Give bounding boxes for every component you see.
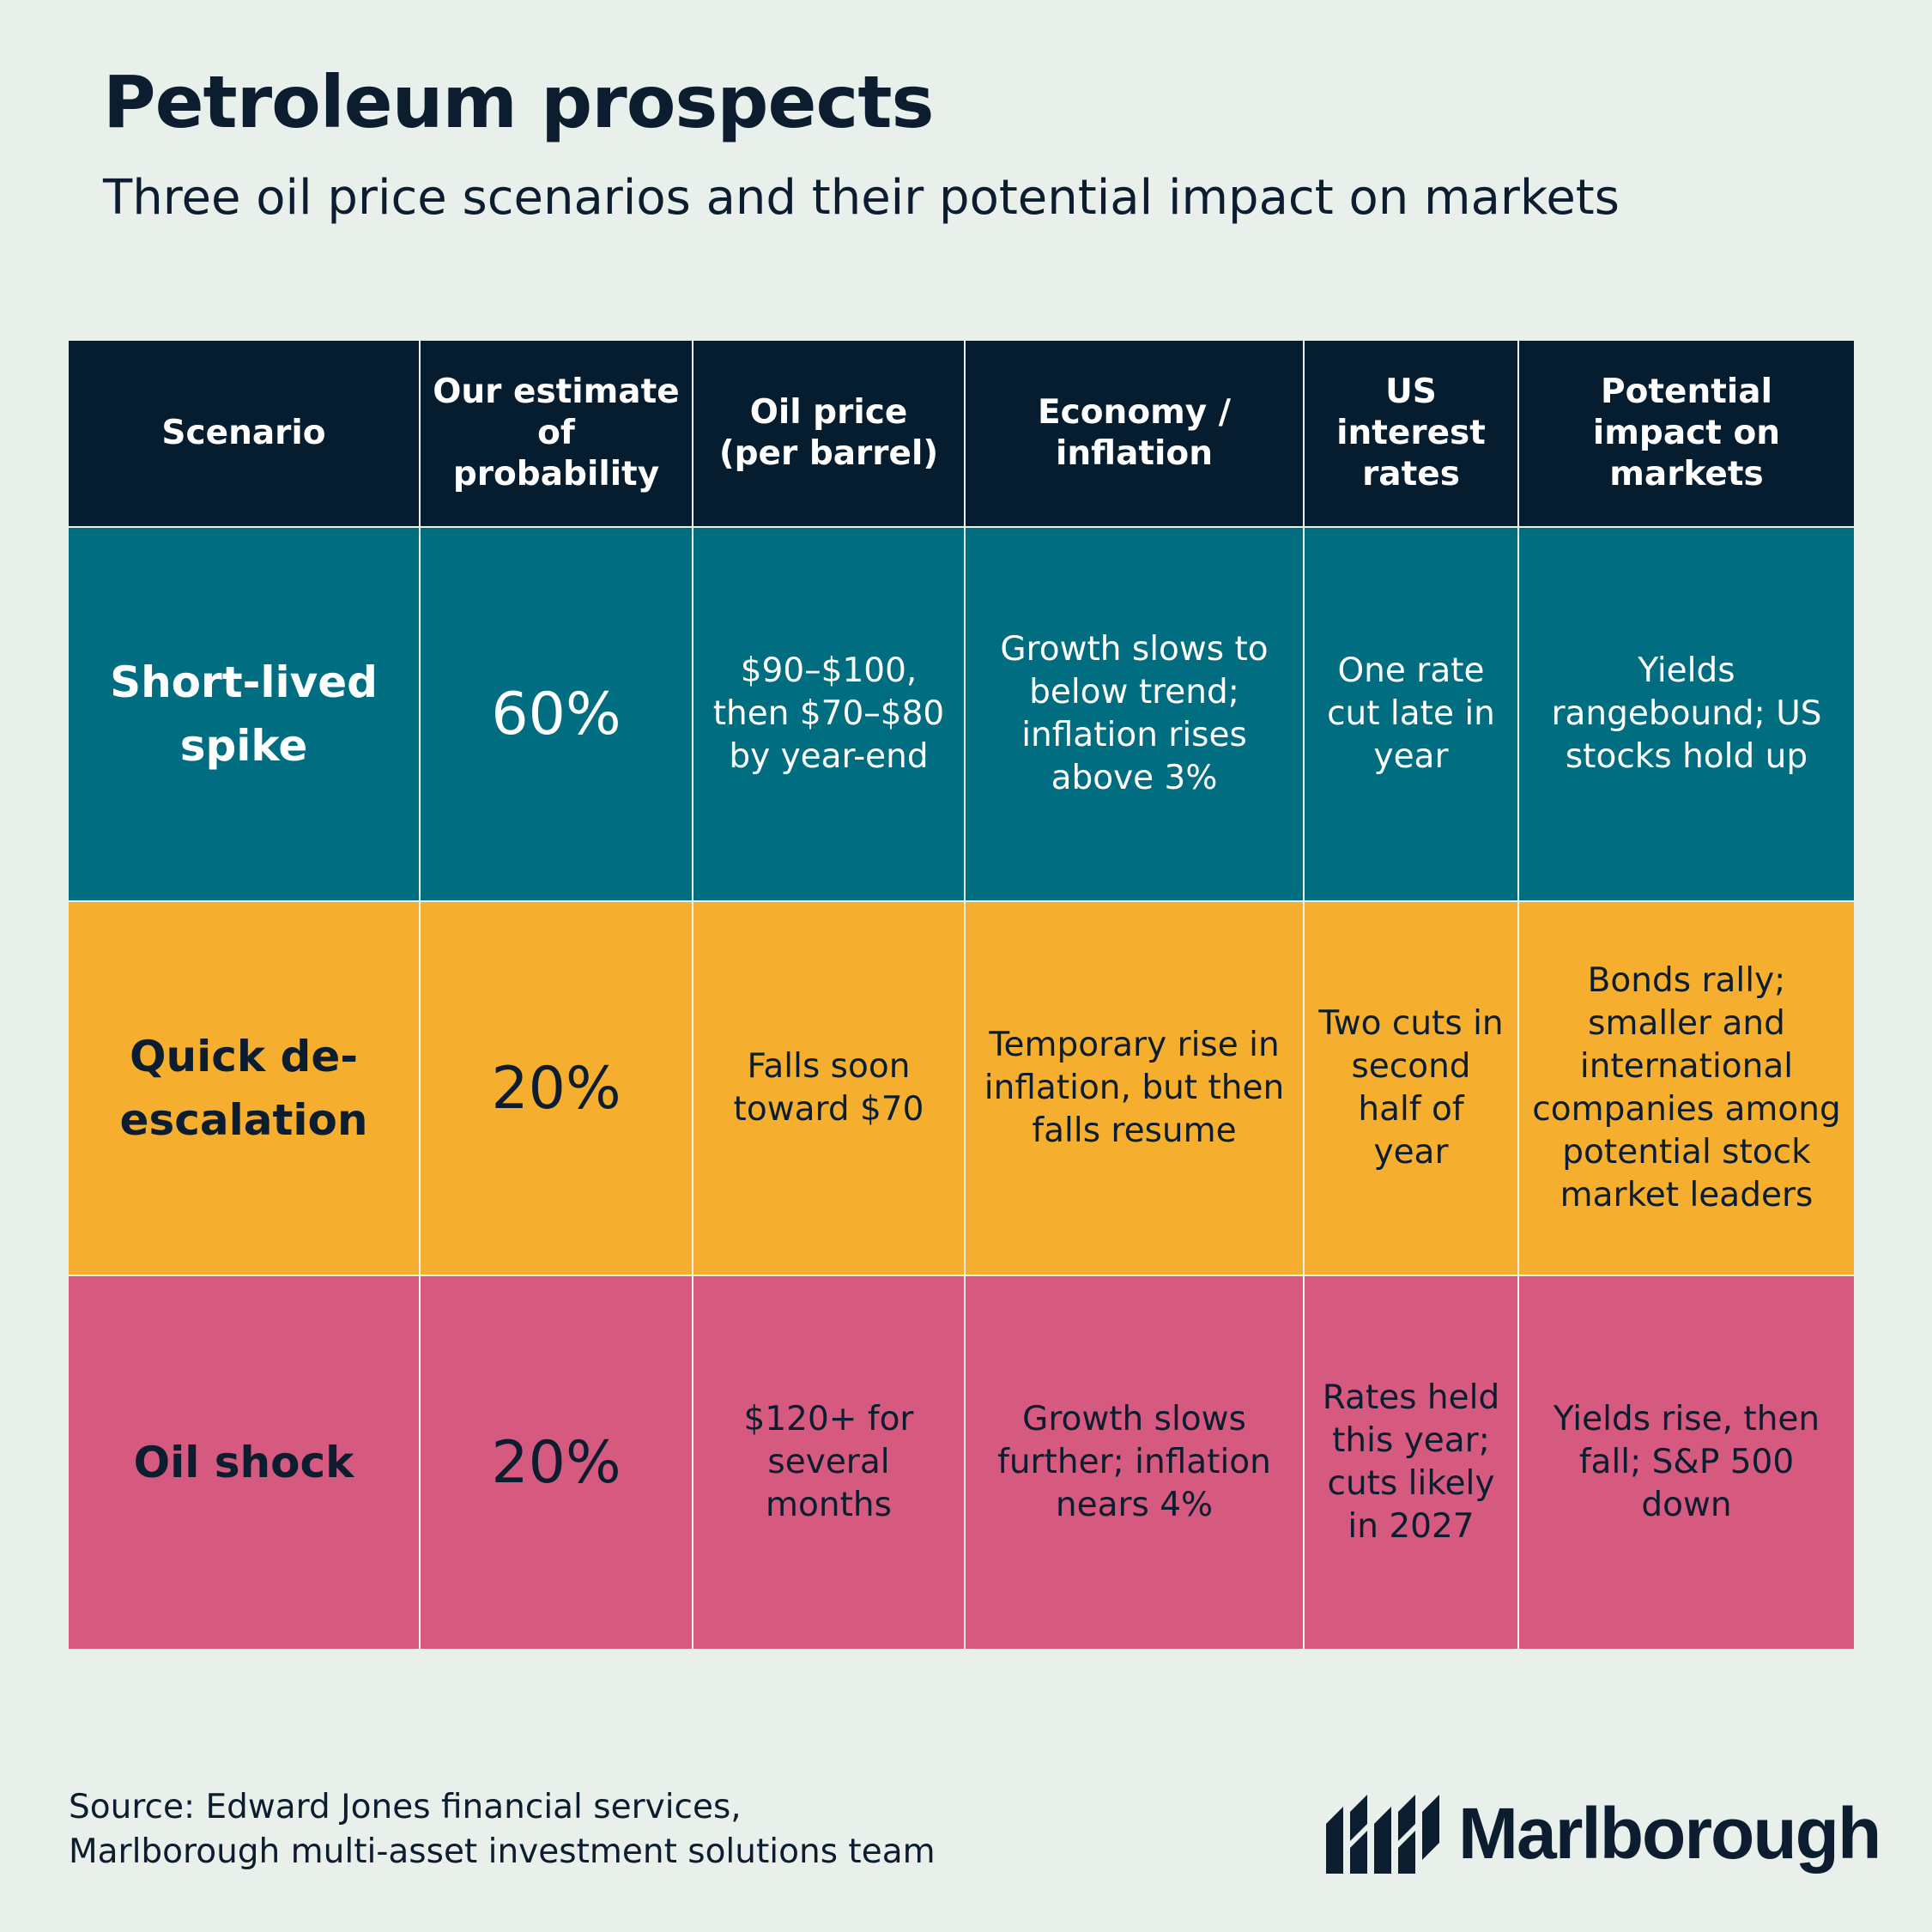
header-impact: Potential impact on markets [1519,341,1854,528]
source-note: Source: Edward Jones financial services,… [69,1785,936,1874]
row-quick-de-escalation-impact: Bonds rally; smaller and international c… [1519,902,1854,1276]
source-line-2: Marlborough multi-asset investment solut… [69,1832,936,1871]
scenario-table: Scenario Our estimate of probability Oil… [69,341,1854,1650]
page-subtitle: Three oil price scenarios and their pote… [103,170,1620,226]
row-short-lived-spike-oil-price: $90–$100, then $70–$80 by year-end [693,528,966,902]
header-probability: Our estimate of probability [421,341,693,528]
header-rates: US interest rates [1305,341,1519,528]
row-quick-de-escalation-scenario: Quick de-escalation [69,902,421,1276]
row-oil-shock-economy: Growth slows further; inflation nears 4% [966,1276,1305,1650]
row-short-lived-spike-economy: Growth slows to below trend; inflation r… [966,528,1305,902]
row-short-lived-spike-probability: 60% [421,528,693,902]
header-economy: Economy / inflation [966,341,1305,528]
row-oil-shock-oil-price: $120+ for several months [693,1276,966,1650]
row-oil-shock-probability: 20% [421,1276,693,1650]
header-oil-price: Oil price (per barrel) [693,341,966,528]
row-quick-de-escalation-probability: 20% [421,902,693,1276]
row-oil-shock-scenario: Oil shock [69,1276,421,1650]
row-short-lived-spike-scenario: Short-lived spike [69,528,421,902]
marlborough-logo-icon [1326,1794,1439,1874]
row-short-lived-spike-rates: One rate cut late in year [1305,528,1519,902]
page-title: Petroleum prospects [103,60,934,144]
row-oil-shock-impact: Yields rise, then fall; S&P 500 down [1519,1276,1854,1650]
row-short-lived-spike-impact: Yields rangebound; US stocks hold up [1519,528,1854,902]
logo-wordmark: Marlborough [1458,1793,1881,1874]
header-scenario: Scenario [69,341,421,528]
row-quick-de-escalation-oil-price: Falls soon toward $70 [693,902,966,1276]
row-oil-shock-rates: Rates held this year; cuts likely in 202… [1305,1276,1519,1650]
row-quick-de-escalation-economy: Temporary rise in inflation, but then fa… [966,902,1305,1276]
source-line-1: Source: Edward Jones financial services, [69,1788,742,1826]
marlborough-logo: Marlborough [1326,1792,1881,1875]
row-quick-de-escalation-rates: Two cuts in second half of year [1305,902,1519,1276]
